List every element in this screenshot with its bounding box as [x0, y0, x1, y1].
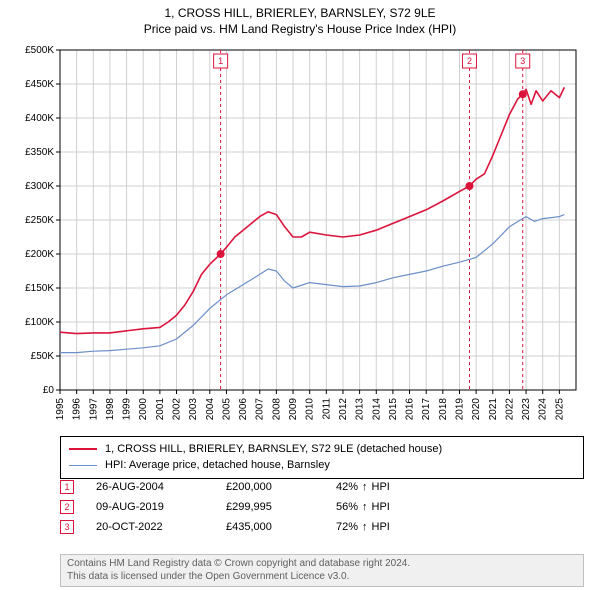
svg-text:2015: 2015: [388, 398, 399, 421]
event-date: 09-AUG-2019: [96, 501, 226, 513]
event-date: 20-OCT-2022: [96, 521, 226, 533]
svg-text:2012: 2012: [338, 398, 349, 421]
svg-text:2005: 2005: [221, 398, 232, 421]
svg-text:1998: 1998: [105, 398, 116, 421]
event-price: £200,000: [226, 481, 336, 493]
svg-text:2023: 2023: [521, 398, 532, 421]
svg-text:£400K: £400K: [25, 113, 54, 124]
svg-text:2: 2: [467, 56, 472, 66]
svg-text:£50K: £50K: [31, 351, 55, 362]
legend-item: 1, CROSS HILL, BRIERLEY, BARNSLEY, S72 9…: [69, 441, 575, 457]
attribution-box: Contains HM Land Registry data © Crown c…: [60, 554, 584, 587]
event-delta-pct: 42%: [336, 481, 358, 493]
svg-text:£300K: £300K: [25, 181, 54, 192]
up-arrow-icon: ↑: [362, 501, 368, 513]
svg-text:2025: 2025: [554, 398, 565, 421]
event-delta: 72% ↑ HPI: [336, 521, 390, 533]
svg-text:2018: 2018: [438, 398, 449, 421]
event-delta-pct: 72%: [336, 521, 358, 533]
event-price: £435,000: [226, 521, 336, 533]
legend-label: 1, CROSS HILL, BRIERLEY, BARNSLEY, S72 9…: [105, 443, 442, 455]
up-arrow-icon: ↑: [362, 521, 368, 533]
svg-text:2022: 2022: [504, 398, 515, 421]
svg-text:2013: 2013: [355, 398, 366, 421]
svg-text:2002: 2002: [172, 398, 183, 421]
svg-text:2007: 2007: [255, 398, 266, 421]
event-table: 1 26-AUG-2004 £200,000 42% ↑ HPI 2 09-AU…: [60, 480, 584, 540]
svg-text:2011: 2011: [321, 398, 332, 420]
svg-text:£200K: £200K: [25, 249, 54, 260]
event-price: £299,995: [226, 501, 336, 513]
svg-text:2003: 2003: [188, 398, 199, 421]
up-arrow-icon: ↑: [362, 481, 368, 493]
event-delta-suffix: HPI: [372, 481, 390, 493]
svg-text:2001: 2001: [155, 398, 166, 421]
svg-text:2000: 2000: [138, 398, 149, 421]
svg-text:£100K: £100K: [25, 317, 54, 328]
svg-text:1995: 1995: [55, 398, 66, 421]
event-date: 26-AUG-2004: [96, 481, 226, 493]
title-line-2: Price paid vs. HM Land Registry's House …: [0, 22, 600, 36]
svg-text:2014: 2014: [371, 398, 382, 421]
svg-text:1: 1: [218, 56, 223, 66]
svg-text:£450K: £450K: [25, 79, 54, 90]
svg-text:2020: 2020: [471, 398, 482, 421]
legend-swatch: [69, 448, 97, 450]
svg-text:2016: 2016: [405, 398, 416, 421]
svg-text:2009: 2009: [288, 398, 299, 421]
chart-svg: £0 £50K £100K £150K £200K £250K £300K £350K £400…: [12, 46, 588, 428]
svg-text:1997: 1997: [88, 398, 99, 421]
svg-text:2019: 2019: [454, 398, 465, 421]
legend: 1, CROSS HILL, BRIERLEY, BARNSLEY, S72 9…: [60, 436, 584, 479]
event-delta-pct: 56%: [336, 501, 358, 513]
legend-swatch: [69, 465, 97, 466]
legend-label: HPI: Average price, detached house, Barn…: [105, 459, 330, 471]
event-marker-box: 1: [60, 480, 74, 494]
attribution-line-2: This data is licensed under the Open Gov…: [67, 571, 577, 584]
event-delta-suffix: HPI: [372, 521, 390, 533]
svg-text:£0: £0: [43, 385, 55, 396]
chart-area: £0 £50K £100K £150K £200K £250K £300K £350K £400…: [12, 46, 588, 428]
svg-text:£350K: £350K: [25, 147, 54, 158]
svg-text:£250K: £250K: [25, 215, 54, 226]
event-delta-suffix: HPI: [372, 501, 390, 513]
svg-text:1996: 1996: [72, 398, 83, 421]
svg-text:£500K: £500K: [25, 46, 54, 56]
event-row: 2 09-AUG-2019 £299,995 56% ↑ HPI: [60, 500, 584, 514]
page-root: { "titles": { "line1": "1, CROSS HILL, B…: [0, 0, 600, 590]
svg-text:2008: 2008: [271, 398, 282, 421]
svg-text:2021: 2021: [488, 398, 499, 421]
svg-text:3: 3: [520, 56, 525, 66]
svg-text:2017: 2017: [421, 398, 432, 421]
legend-item: HPI: Average price, detached house, Barn…: [69, 457, 575, 473]
svg-text:2010: 2010: [305, 398, 316, 421]
event-marker-box: 3: [60, 520, 74, 534]
svg-text:2004: 2004: [205, 398, 216, 421]
title-line-1: 1, CROSS HILL, BRIERLEY, BARNSLEY, S72 9…: [0, 6, 600, 20]
attribution-line-1: Contains HM Land Registry data © Crown c…: [67, 558, 577, 571]
chart-titles: 1, CROSS HILL, BRIERLEY, BARNSLEY, S72 9…: [0, 6, 600, 36]
svg-text:£150K: £150K: [25, 283, 54, 294]
event-row: 3 20-OCT-2022 £435,000 72% ↑ HPI: [60, 520, 584, 534]
svg-text:2024: 2024: [538, 398, 549, 421]
event-delta: 56% ↑ HPI: [336, 501, 390, 513]
event-delta: 42% ↑ HPI: [336, 481, 390, 493]
svg-text:2006: 2006: [238, 398, 249, 421]
event-marker-box: 2: [60, 500, 74, 514]
svg-text:1999: 1999: [122, 398, 133, 421]
event-row: 1 26-AUG-2004 £200,000 42% ↑ HPI: [60, 480, 584, 494]
